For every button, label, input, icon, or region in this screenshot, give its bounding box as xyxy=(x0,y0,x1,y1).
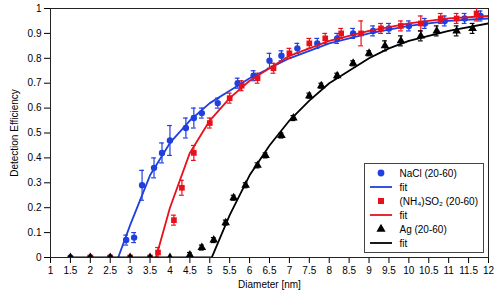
svg-text:0.6: 0.6 xyxy=(28,102,42,113)
svg-text:0.2: 0.2 xyxy=(28,202,42,213)
svg-text:0.4: 0.4 xyxy=(28,152,42,163)
svg-text:Diameter [nm]: Diameter [nm] xyxy=(238,279,301,290)
svg-text:10.5: 10.5 xyxy=(419,265,439,276)
svg-text:6.5: 6.5 xyxy=(263,265,277,276)
svg-text:11.5: 11.5 xyxy=(459,265,478,276)
svg-text:0.1: 0.1 xyxy=(28,227,42,238)
svg-text:0.8: 0.8 xyxy=(28,53,42,64)
svg-text:0.5: 0.5 xyxy=(28,127,42,138)
svg-text:2.5: 2.5 xyxy=(103,265,117,276)
html-text:Ag (20-60): Ag (20-60) xyxy=(399,223,447,235)
svg-text:5.5: 5.5 xyxy=(223,265,237,276)
svg-text:0.3: 0.3 xyxy=(28,177,42,188)
html-text:(NH₄)SO₂ (20-60): (NH₄)SO₂ (20-60) xyxy=(399,195,478,207)
svg-text:2: 2 xyxy=(88,265,94,276)
svg-text:8.5: 8.5 xyxy=(342,265,356,276)
html-text:fit: fit xyxy=(399,181,408,193)
svg-text:1: 1 xyxy=(36,3,42,14)
svg-text:7.5: 7.5 xyxy=(302,265,316,276)
svg-text:6: 6 xyxy=(247,265,253,276)
svg-text:1: 1 xyxy=(48,265,54,276)
svg-text:0.9: 0.9 xyxy=(28,28,42,39)
html-text:NaCl (20-60): NaCl (20-60) xyxy=(399,167,457,179)
svg-text:12: 12 xyxy=(483,265,495,276)
svg-text:11: 11 xyxy=(443,265,454,276)
svg-text:7: 7 xyxy=(287,265,293,276)
svg-text:1.5: 1.5 xyxy=(63,265,77,276)
html-text:fit: fit xyxy=(399,237,408,249)
svg-text:9: 9 xyxy=(366,265,372,276)
svg-text:4: 4 xyxy=(167,265,173,276)
svg-text:5: 5 xyxy=(207,265,213,276)
svg-text:8: 8 xyxy=(326,265,332,276)
svg-text:4.5: 4.5 xyxy=(183,265,197,276)
svg-text:Detection Efficiency: Detection Efficiency xyxy=(9,89,20,177)
svg-text:3: 3 xyxy=(127,265,133,276)
svg-text:10: 10 xyxy=(403,265,415,276)
svg-text:0.7: 0.7 xyxy=(28,77,42,88)
html-text:fit: fit xyxy=(399,209,408,221)
svg-text:0: 0 xyxy=(36,252,42,263)
svg-text:3.5: 3.5 xyxy=(143,265,157,276)
svg-text:9.5: 9.5 xyxy=(382,265,396,276)
